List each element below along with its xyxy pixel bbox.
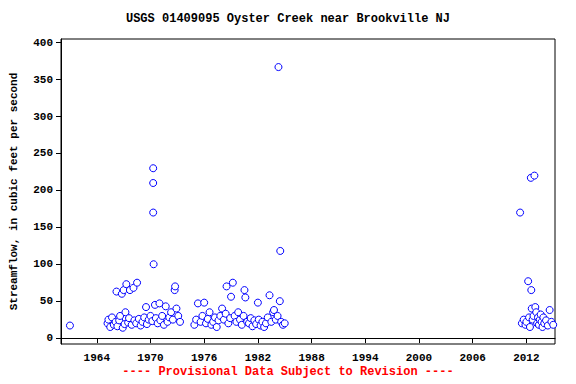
svg-text:---- Provisional Data Subject: ---- Provisional Data Subject to Revisio… (122, 365, 453, 379)
svg-text:250: 250 (33, 147, 53, 159)
svg-text:1976: 1976 (191, 352, 217, 364)
svg-text:USGS 01409095 Oyster Creek nea: USGS 01409095 Oyster Creek near Brookvil… (126, 12, 450, 26)
svg-text:1964: 1964 (84, 352, 111, 364)
svg-text:2006: 2006 (459, 352, 485, 364)
svg-text:150: 150 (33, 221, 53, 233)
svg-text:400: 400 (33, 37, 53, 49)
svg-text:2012: 2012 (513, 352, 539, 364)
svg-text:100: 100 (33, 258, 53, 270)
svg-text:200: 200 (33, 184, 53, 196)
svg-text:300: 300 (33, 111, 53, 123)
svg-text:1994: 1994 (352, 352, 379, 364)
svg-text:0: 0 (46, 332, 53, 344)
svg-text:1982: 1982 (245, 352, 271, 364)
svg-text:1970: 1970 (137, 352, 163, 364)
svg-text:350: 350 (33, 74, 53, 86)
svg-text:50: 50 (40, 295, 53, 307)
svg-text:Streamflow, in cubic feet per: Streamflow, in cubic feet per second (8, 73, 20, 311)
svg-text:1988: 1988 (298, 352, 325, 364)
svg-text:2000: 2000 (406, 352, 432, 364)
